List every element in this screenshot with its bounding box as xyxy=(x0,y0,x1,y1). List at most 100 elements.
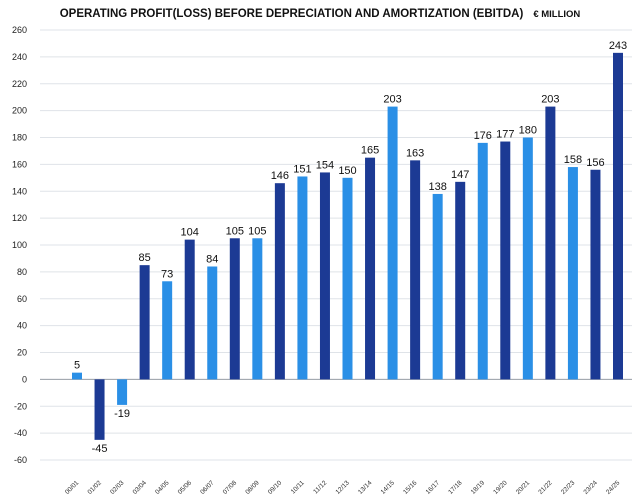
y-tick-label: 240 xyxy=(12,52,27,62)
bar xyxy=(162,281,173,380)
y-tick-label: 200 xyxy=(12,106,27,116)
y-tick-label: 220 xyxy=(12,79,27,89)
x-tick-label: 06/07 xyxy=(199,479,216,496)
y-tick-label: 80 xyxy=(17,267,27,277)
bar xyxy=(365,157,376,380)
x-tick-label: 18/19 xyxy=(470,479,487,496)
x-tick-label: 20/21 xyxy=(515,479,532,496)
y-tick-label: -40 xyxy=(14,428,27,438)
bar xyxy=(387,106,398,380)
y-tick-label: 60 xyxy=(17,294,27,304)
x-tick-label: 16/17 xyxy=(425,479,442,496)
chart-unit: € MILLION xyxy=(533,9,581,20)
y-tick-label: 180 xyxy=(12,133,27,143)
data-label: 84 xyxy=(206,254,218,266)
bar xyxy=(590,169,601,380)
data-label: 73 xyxy=(161,268,173,280)
y-tick-label: 20 xyxy=(17,348,27,358)
bar xyxy=(297,176,308,380)
data-label: 163 xyxy=(406,147,424,159)
bar xyxy=(477,142,488,380)
data-label: 158 xyxy=(564,154,582,166)
chart-title-text: OPERATING PROFIT(LOSS) BEFORE DEPRECIATI… xyxy=(59,8,524,20)
data-label: 165 xyxy=(361,145,379,157)
data-label: 151 xyxy=(293,163,311,175)
bars xyxy=(72,52,623,440)
data-label: 104 xyxy=(181,227,199,239)
bar xyxy=(117,379,128,405)
bar xyxy=(274,183,285,380)
x-tick-label: 14/15 xyxy=(380,479,397,496)
x-tick-label: 04/05 xyxy=(154,479,171,496)
x-tick-label: 13/14 xyxy=(357,479,374,496)
y-tick-label: 120 xyxy=(12,213,27,223)
data-label: 243 xyxy=(609,40,627,52)
y-tick-label: -20 xyxy=(14,401,27,411)
x-tick-label: 23/24 xyxy=(582,479,599,496)
bar xyxy=(207,266,218,380)
data-label: 5 xyxy=(74,360,80,372)
bar xyxy=(252,238,263,380)
data-label: 176 xyxy=(474,130,492,142)
x-tick-label: 15/16 xyxy=(402,479,419,496)
x-tick-label: 03/04 xyxy=(132,479,149,496)
bar xyxy=(522,137,533,380)
x-tick-label: 09/10 xyxy=(267,479,284,496)
y-tick-label: 160 xyxy=(12,159,27,169)
x-tick-label: 08/09 xyxy=(244,479,261,496)
bar xyxy=(229,238,240,380)
bar xyxy=(613,52,623,380)
bar xyxy=(342,177,353,380)
y-tick-label: -60 xyxy=(14,455,27,465)
bar xyxy=(545,106,556,380)
data-label: 203 xyxy=(383,94,401,106)
x-tick-label: 24/25 xyxy=(605,479,622,496)
data-label: 105 xyxy=(248,225,266,237)
bar xyxy=(500,141,511,380)
bar xyxy=(139,265,150,380)
x-tick-label: 05/06 xyxy=(177,479,194,496)
data-label: -45 xyxy=(92,443,108,455)
data-label: 105 xyxy=(226,225,244,237)
x-tick-label: 02/03 xyxy=(109,479,126,496)
data-label: 147 xyxy=(451,169,469,181)
bar xyxy=(72,372,82,380)
x-tick-label: 10/11 xyxy=(290,479,306,495)
data-label: 138 xyxy=(428,181,446,193)
data-label: 150 xyxy=(338,165,356,177)
bar xyxy=(184,239,195,380)
x-tick-label: 21/22 xyxy=(537,479,554,496)
data-label: 156 xyxy=(586,157,604,169)
x-tick-label: 22/23 xyxy=(560,479,577,496)
data-label: 180 xyxy=(519,125,537,137)
chart-title: OPERATING PROFIT(LOSS) BEFORE DEPRECIATI… xyxy=(0,8,640,20)
x-tick-label: 17/18 xyxy=(447,479,464,496)
x-tick-label: 07/08 xyxy=(222,479,239,496)
y-tick-label: 260 xyxy=(12,25,27,35)
y-tick-label: 100 xyxy=(12,240,27,250)
y-axis-ticks: 260240220200180160140120100806040200-20-… xyxy=(12,25,27,465)
x-axis-ticks: 00/01 01/02 02/03 03/04 04/05 05/06 06/07 07/08… xyxy=(64,479,622,496)
data-label: 85 xyxy=(139,252,151,264)
gridlines xyxy=(40,29,632,461)
data-labels: 5 -45 -19 85 73 104 84 105 105 146 151 154 150 165 203… xyxy=(74,40,627,455)
bar xyxy=(567,167,578,380)
data-label: -19 xyxy=(114,408,130,420)
bar xyxy=(410,160,421,380)
bar xyxy=(94,379,105,440)
y-tick-label: 0 xyxy=(22,374,27,384)
bar xyxy=(432,193,443,380)
x-tick-label: 11/12 xyxy=(312,479,328,495)
y-tick-label: 40 xyxy=(17,321,27,331)
data-label: 154 xyxy=(316,159,334,171)
y-tick-label: 140 xyxy=(12,186,27,196)
data-label: 146 xyxy=(271,170,289,182)
data-label: 177 xyxy=(496,129,514,141)
bar xyxy=(319,172,330,380)
x-tick-label: 12/13 xyxy=(334,479,351,496)
x-tick-label: 00/01 xyxy=(64,479,81,496)
bar xyxy=(455,181,466,380)
data-label: 203 xyxy=(541,94,559,106)
x-tick-label: 01/02 xyxy=(86,479,103,496)
